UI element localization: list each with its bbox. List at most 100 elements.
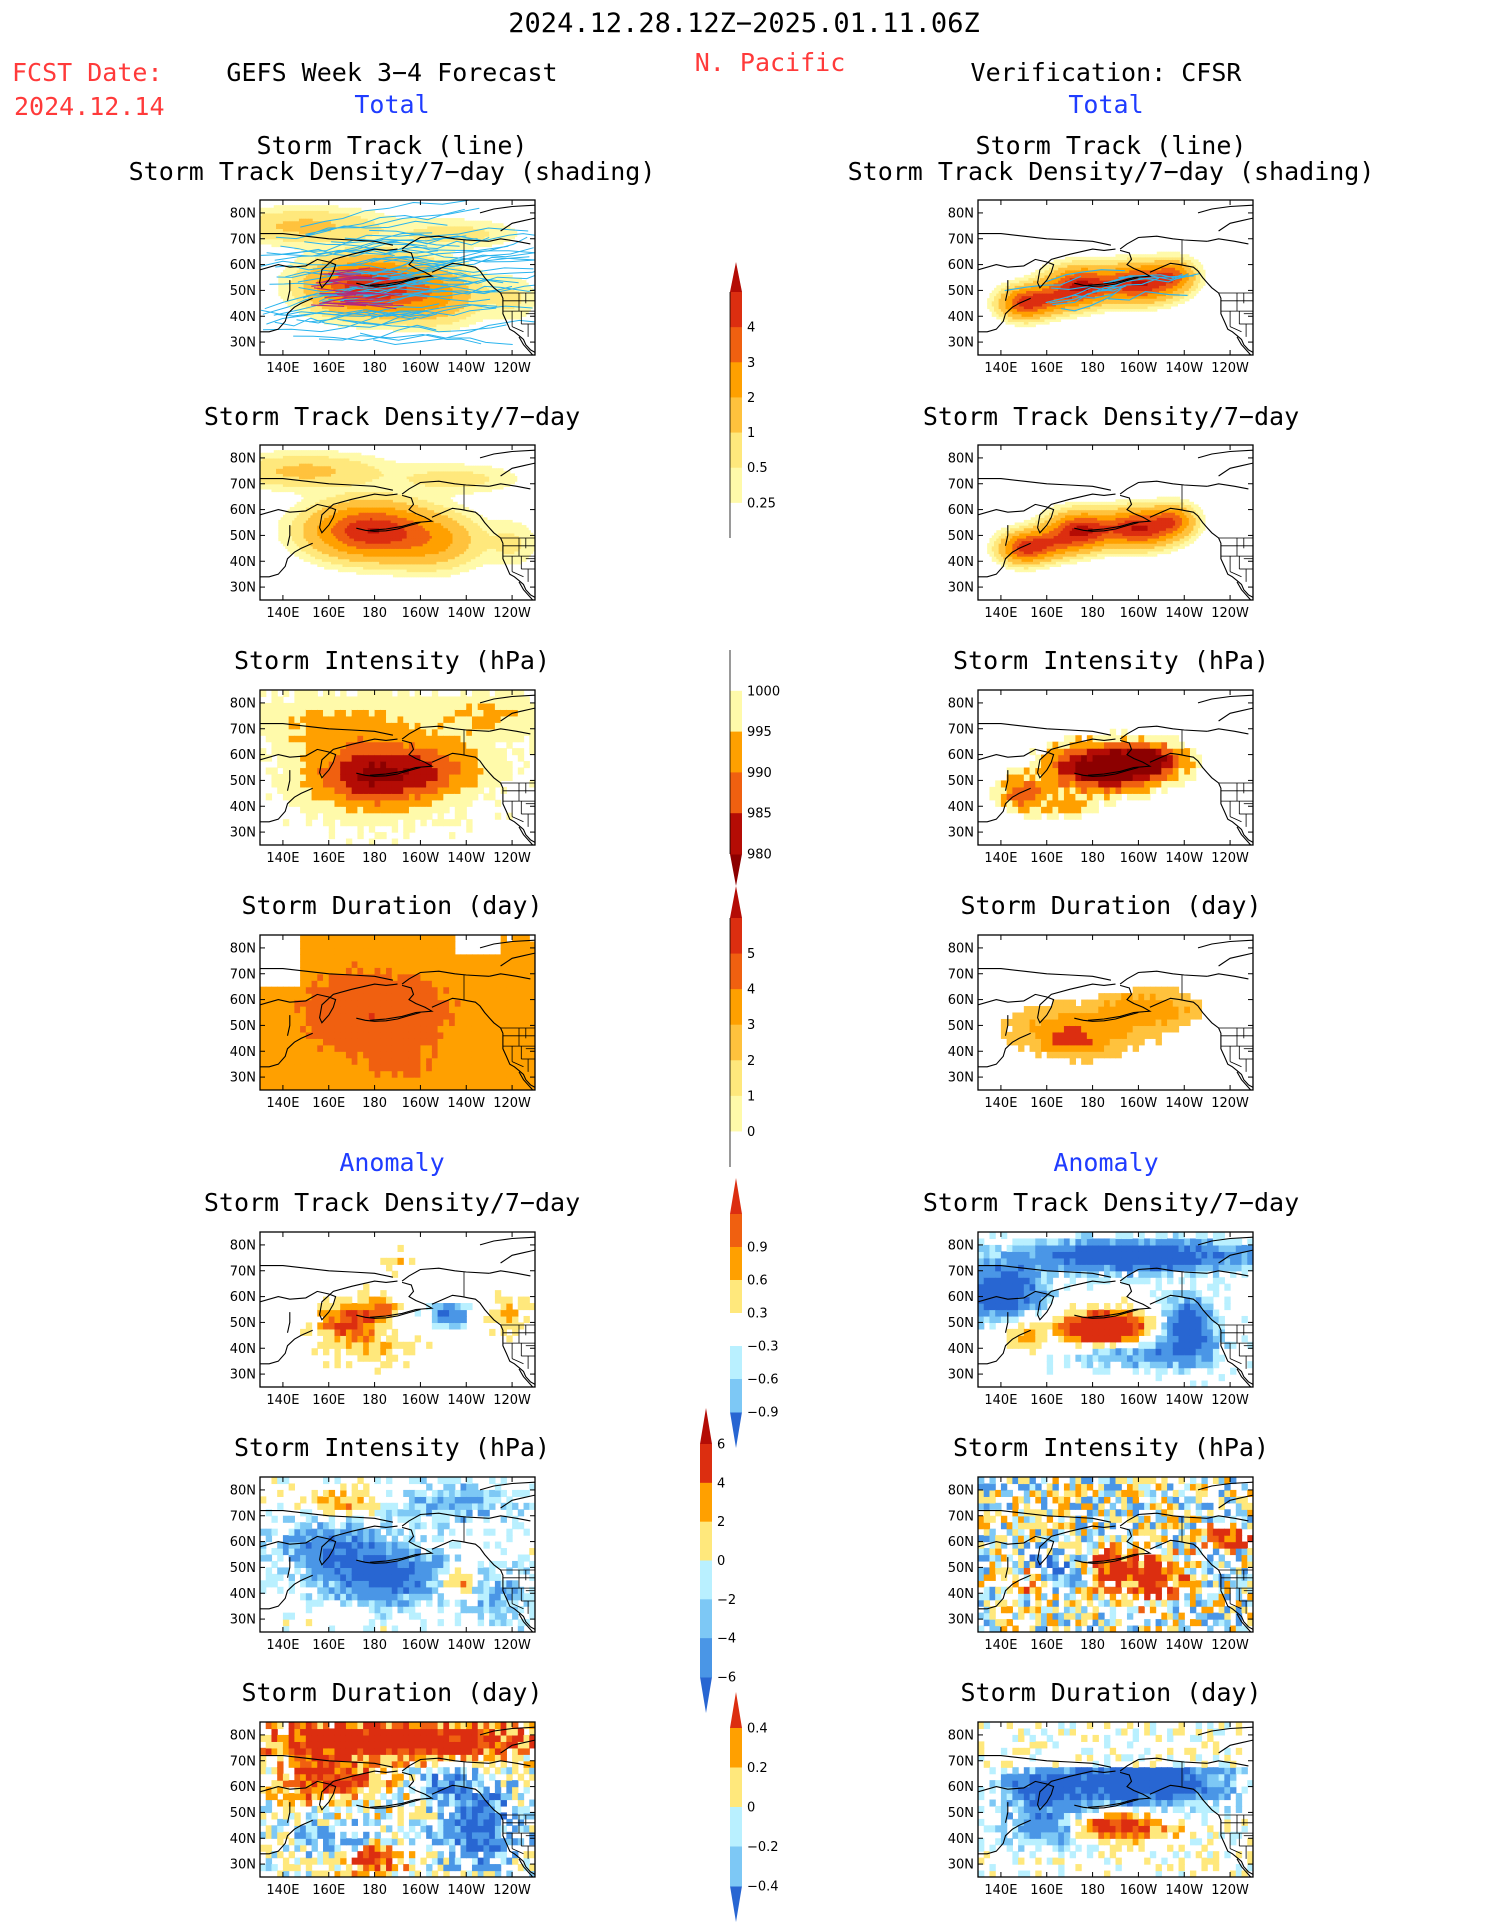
grid-cell [457,318,460,323]
grid-cell [315,280,318,284]
grid-cell [482,220,486,224]
grid-cell [436,231,440,235]
grid-cell [319,262,323,266]
grid-cell [486,228,490,232]
grid-cell [429,225,433,230]
grid-cell [292,225,295,230]
grid-cell [1007,293,1011,297]
grid-cell [463,295,467,299]
grid-cell [1044,321,1048,325]
grid-cell [402,228,405,232]
grid-cell [457,321,460,325]
grid-cell [429,223,433,227]
grid-cell [337,295,341,299]
grid-cell [1037,290,1041,294]
grid-cell [1000,305,1004,310]
grid-cell [991,295,995,299]
grid-cell [452,318,456,323]
grid-cell [502,225,506,230]
grid-cell [337,280,341,284]
grid-cell [450,324,454,328]
grid-cell [260,236,263,240]
grid-cell [390,218,394,222]
grid-cell [305,243,309,248]
grid-cell [298,277,302,281]
grid-cell [475,282,479,286]
grid-cell [287,280,291,284]
grid-cell [1046,311,1050,315]
grid-cell [358,241,362,245]
grid-cell [505,233,509,237]
grid-cell [434,269,438,273]
grid-cell [335,300,339,304]
grid-cell [383,285,387,289]
grid-cell [280,274,284,279]
grid-cell [425,256,428,261]
grid-cell [1046,313,1050,317]
grid-cell [457,295,460,299]
grid-cell [340,256,344,261]
grid-cell [422,300,426,304]
grid-cell [324,220,328,224]
grid-cell [395,246,399,250]
grid-cell [337,256,341,261]
grid-cell [436,308,440,312]
grid-cell [342,243,346,248]
grid-cell [475,243,479,248]
grid-cell [441,329,444,333]
storm-track [334,236,490,253]
grid-cell [269,233,273,237]
grid-cell [324,207,328,211]
grid-cell [468,295,472,299]
grid-cell [305,212,309,217]
grid-cell [1021,316,1025,320]
grid-cell [353,305,357,310]
grid-cell [404,308,408,312]
grid-cell [326,285,330,289]
grid-cell [998,285,1002,289]
grid-cell [512,282,515,286]
grid-cell [473,313,477,317]
grid-cell [390,300,394,304]
grid-cell [303,256,307,261]
grid-cell [408,269,412,273]
grid-cell [294,207,298,211]
grid-cell [477,318,481,323]
grid-cell [269,220,273,224]
grid-cell [305,215,309,219]
grid-cell [514,313,518,317]
grid-cell [466,316,470,320]
grid-cell [1028,318,1032,323]
grid-cell [1023,300,1027,304]
grid-cell [308,269,312,273]
grid-cell [294,223,298,227]
grid-cell [518,277,522,281]
grid-cell [312,272,316,276]
grid-cell [388,308,392,312]
grid-cell [422,249,426,253]
grid-cell [1003,305,1007,310]
grid-cell [374,228,378,232]
grid-cell [473,285,477,289]
grid-cell [289,236,293,240]
storm-track [337,307,497,326]
grid-cell [489,311,493,315]
grid-cell [319,246,323,250]
grid-cell [342,246,346,250]
grid-cell [1033,272,1036,276]
grid-cell [1007,305,1011,310]
grid-cell [1014,285,1018,289]
grid-cell [381,254,385,258]
grid-cell [365,290,369,294]
grid-cell [1037,280,1041,284]
grid-cell [447,295,451,299]
grid-cell [367,262,371,266]
grid-cell [1019,305,1023,310]
grid-cell [349,282,353,286]
grid-cell [298,308,302,312]
grid-cell [408,223,412,227]
grid-cell [1030,321,1034,325]
grid-cell [301,249,305,253]
grid-cell [998,303,1002,307]
grid-cell [452,308,456,312]
